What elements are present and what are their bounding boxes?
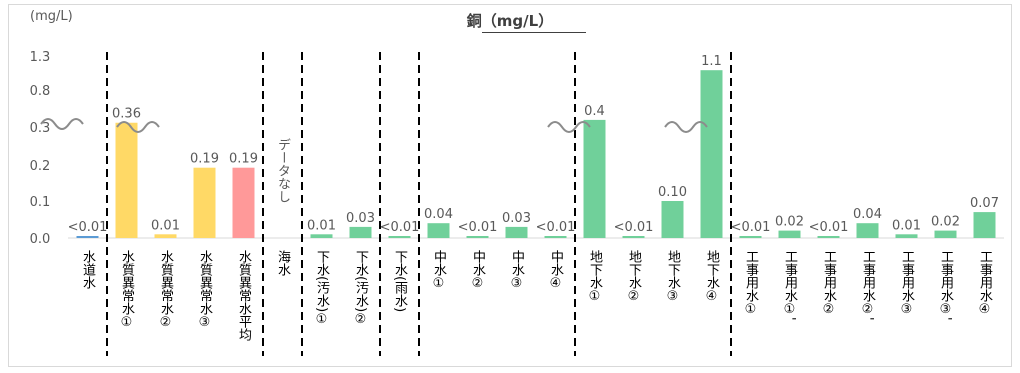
data-label: 0.01 <box>892 218 921 233</box>
category-label: 地下水① <box>587 250 603 304</box>
bar <box>505 226 528 238</box>
data-label: 0.19 <box>190 152 219 167</box>
axis-break-mark <box>547 121 591 133</box>
bar <box>388 236 411 238</box>
data-label: <0.01 <box>536 220 576 235</box>
bar <box>817 236 840 238</box>
data-label: 0.10 <box>658 185 687 200</box>
data-label: 0.02 <box>931 215 960 230</box>
category-label: 中水② <box>470 250 486 291</box>
bar <box>310 234 333 238</box>
bar <box>466 236 489 238</box>
axis-break-mark <box>40 118 84 130</box>
data-label: 0.04 <box>424 207 453 222</box>
y-unit-label: (mg/L) <box>30 9 73 24</box>
bar <box>661 201 684 238</box>
data-label: 0.04 <box>853 207 882 222</box>
category-label: 地下水② <box>626 250 642 304</box>
y-tick-label: 1.3 <box>30 50 51 65</box>
data-label: 1.1 <box>701 54 722 69</box>
bar <box>115 122 138 238</box>
title-underline <box>482 32 586 33</box>
bar <box>700 70 723 238</box>
category-label: 水質異常水① <box>119 250 135 330</box>
category-label: 工事用水① <box>743 250 759 317</box>
y-tick-label: 0.2 <box>30 159 51 174</box>
bar <box>232 167 255 238</box>
data-label: 0.02 <box>775 215 804 230</box>
data-label: 0.07 <box>970 196 999 211</box>
axis-break-mark <box>116 121 160 133</box>
category-label: 工事用水③' <box>938 250 954 321</box>
bar <box>544 236 567 238</box>
category-label: 水質異常水③ <box>197 250 213 330</box>
bar <box>856 223 879 238</box>
category-label: 中水④ <box>548 250 564 291</box>
y-tick-label: 0.8 <box>30 84 51 99</box>
group-dividers <box>106 52 732 356</box>
category-label: 中水① <box>431 250 447 291</box>
data-labels: <0.01 0.36 0.01 0.19 0.19 データなし 0.01 0.03 <0.01 0… <box>68 54 999 235</box>
category-label: 地下水③ <box>665 250 681 304</box>
category-label: 水道水 <box>80 250 96 289</box>
category-label: 地下水④ <box>704 250 720 304</box>
y-tick-label: 0.0 <box>30 232 51 247</box>
data-label: 0.36 <box>112 107 141 122</box>
data-label: 0.03 <box>346 211 375 226</box>
data-label: 0.03 <box>502 211 531 226</box>
category-label: 水質異常水平均 <box>236 250 252 341</box>
category-label: 水質異常水② <box>158 250 174 330</box>
data-label: データなし <box>275 138 290 203</box>
bar <box>739 236 762 238</box>
data-label: <0.01 <box>614 220 654 235</box>
bar <box>622 236 645 238</box>
category-label: 下水(汚水)① <box>314 250 330 327</box>
category-label: 中水③ <box>509 250 525 291</box>
category-label: 下水(雨水) <box>392 250 408 312</box>
chart-frame <box>8 4 1012 367</box>
bar <box>934 230 957 238</box>
bar <box>778 230 801 238</box>
axis-breaks <box>40 118 708 133</box>
axis-break-mark <box>664 121 708 133</box>
data-label: <0.01 <box>731 220 771 235</box>
category-label: 下水(汚水)② <box>353 250 369 327</box>
data-label: 0.19 <box>229 152 258 167</box>
category-labels: 水道水 水質異常水① 水質異常水② 水質異常水③ 水質異常水平均 海水 下水(汚水)① 下水(… <box>80 250 993 341</box>
bar <box>76 236 99 238</box>
y-tick-label: 0.1 <box>30 195 51 210</box>
data-label: <0.01 <box>68 220 108 235</box>
category-label: 海水 <box>275 250 291 276</box>
bars <box>76 70 996 238</box>
category-label: 工事用水④ <box>977 250 993 317</box>
data-label: 0.4 <box>584 104 605 119</box>
bar <box>583 119 606 238</box>
data-label: <0.01 <box>458 220 498 235</box>
bar <box>349 226 372 238</box>
bar <box>193 167 216 238</box>
category-label: 工事用水②' <box>860 250 876 321</box>
axes: 1.3 0.8 0.3 0.2 0.1 0.0 <box>30 50 1004 247</box>
data-label: <0.01 <box>809 220 849 235</box>
bar <box>895 234 918 238</box>
bar <box>154 234 177 238</box>
chart-title: 銅（mg/L） <box>466 12 554 30</box>
category-label: 工事用水③ <box>899 250 915 317</box>
data-label: 0.01 <box>307 218 336 233</box>
bar <box>973 212 996 238</box>
data-label: 0.01 <box>151 218 180 233</box>
data-label: <0.01 <box>380 220 420 235</box>
y-tick-label: 0.3 <box>30 121 51 136</box>
bar <box>427 223 450 238</box>
category-label: 工事用水② <box>821 250 837 317</box>
category-label: 工事用水①' <box>782 250 798 321</box>
